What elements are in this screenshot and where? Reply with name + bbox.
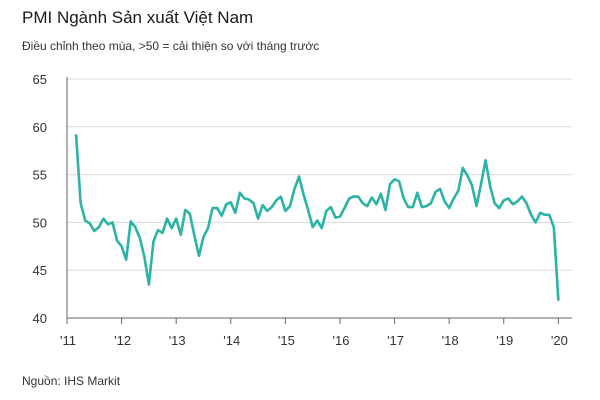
y-tick-label-65: 65 [33,72,47,87]
tick-labels: 40 45 50 55 60 65 '11 '12 '13 '14 '15 '16 '17 '18 '19 '… [33,72,568,348]
source-note: Nguồn: IHS Markit [22,374,121,388]
y-tick-label-60: 60 [33,120,47,135]
x-tick-label-2013: '13 [169,333,186,348]
x-tick-label-2011: '11 [60,333,76,348]
grid-lines [67,78,572,271]
x-tick-label-2016: '16 [332,333,349,348]
x-tick-label-2020: '20 [551,333,568,348]
chart-subtitle: Điều chỉnh theo mùa, >50 = cải thiện so … [22,39,320,53]
x-tick-label-2017: '17 [387,333,404,348]
axes [66,77,572,324]
x-tick-label-2014: '14 [223,333,240,348]
x-tick-label-2012: '12 [114,333,131,348]
series-line-pmi [74,134,560,302]
x-tick-label-2015: '15 [278,333,295,348]
x-tick-label-2018: '18 [442,333,459,348]
chart-title: PMI Ngành Sản xuất Việt Nam [22,8,254,27]
series [74,134,560,302]
y-tick-label-55: 55 [33,168,47,183]
y-tick-label-40: 40 [33,311,47,326]
x-tick-label-2019: '19 [496,333,513,348]
y-tick-label-50: 50 [33,215,47,230]
y-tick-label-45: 45 [33,263,47,278]
